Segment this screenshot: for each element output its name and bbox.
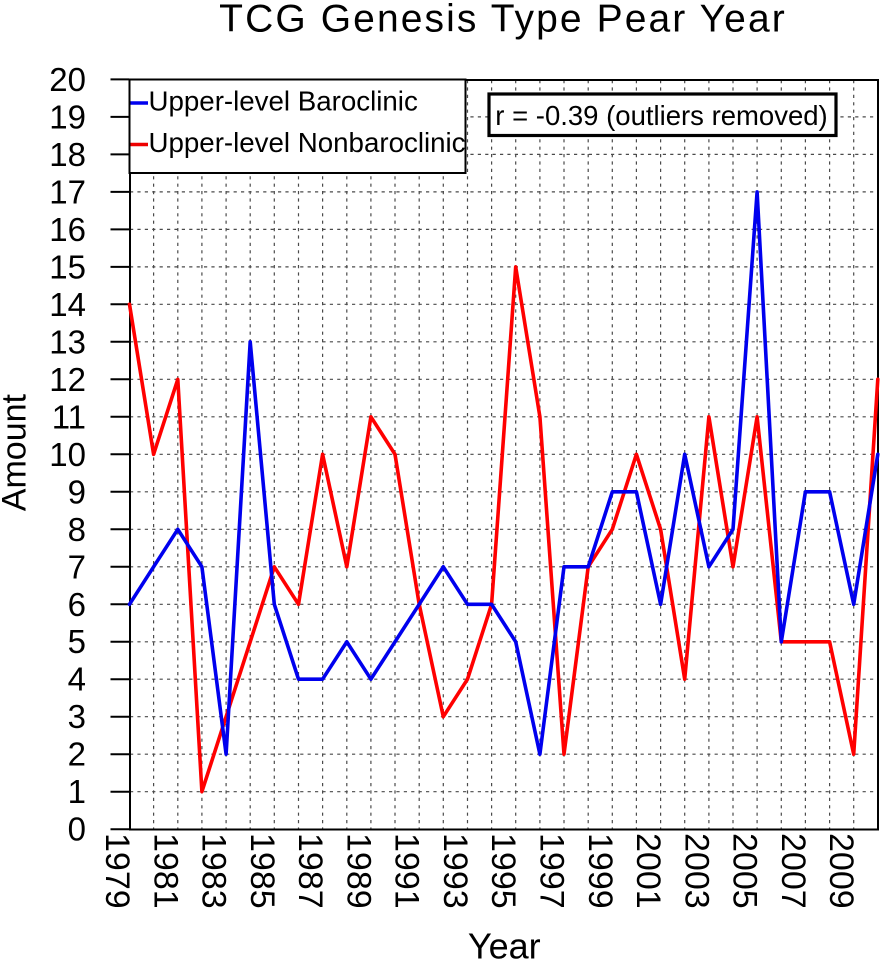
svg-text:TCG Genesis Type Pear Year: TCG Genesis Type Pear Year	[219, 0, 787, 41]
svg-text:1981: 1981	[146, 833, 184, 909]
svg-text:19: 19	[49, 98, 86, 135]
svg-text:Upper-level Baroclinic: Upper-level Baroclinic	[149, 86, 418, 117]
svg-text:3: 3	[68, 698, 86, 735]
svg-text:20: 20	[49, 61, 86, 98]
svg-text:5: 5	[68, 623, 86, 660]
svg-text:18: 18	[49, 136, 86, 173]
svg-text:9: 9	[68, 473, 86, 510]
svg-text:11: 11	[52, 398, 86, 435]
svg-text:1989: 1989	[339, 833, 377, 909]
svg-text:2001: 2001	[629, 833, 667, 909]
svg-text:Amount: Amount	[0, 393, 34, 511]
svg-text:12: 12	[49, 361, 86, 398]
svg-text:1997: 1997	[533, 833, 571, 909]
svg-text:0: 0	[68, 811, 86, 848]
svg-text:1987: 1987	[291, 833, 329, 909]
svg-text:6: 6	[68, 586, 86, 623]
svg-text:Upper-level Nonbaroclinic: Upper-level Nonbaroclinic	[149, 127, 466, 158]
svg-text:15: 15	[49, 248, 86, 285]
svg-text:2009: 2009	[822, 833, 860, 909]
svg-text:1999: 1999	[581, 833, 619, 909]
svg-text:1979: 1979	[98, 833, 136, 909]
svg-text:1993: 1993	[436, 833, 474, 909]
svg-text:2005: 2005	[726, 833, 764, 909]
svg-text:16: 16	[49, 211, 86, 248]
svg-text:2: 2	[68, 736, 86, 773]
svg-text:1995: 1995	[484, 833, 522, 909]
svg-text:1: 1	[68, 773, 86, 810]
svg-text:8: 8	[68, 511, 86, 548]
svg-text:4: 4	[68, 661, 86, 698]
svg-text:Year: Year	[468, 926, 541, 961]
svg-text:17: 17	[49, 173, 86, 210]
svg-text:2003: 2003	[677, 833, 715, 909]
svg-text:r = -0.39 (outliers removed): r = -0.39 (outliers removed)	[495, 100, 827, 131]
svg-text:10: 10	[49, 436, 86, 473]
svg-text:2007: 2007	[774, 833, 812, 909]
svg-text:1985: 1985	[243, 833, 281, 909]
svg-text:1983: 1983	[195, 833, 233, 909]
svg-text:7: 7	[68, 548, 86, 585]
svg-text:13: 13	[49, 323, 86, 360]
svg-text:1991: 1991	[388, 833, 426, 909]
svg-text:14: 14	[49, 286, 86, 323]
